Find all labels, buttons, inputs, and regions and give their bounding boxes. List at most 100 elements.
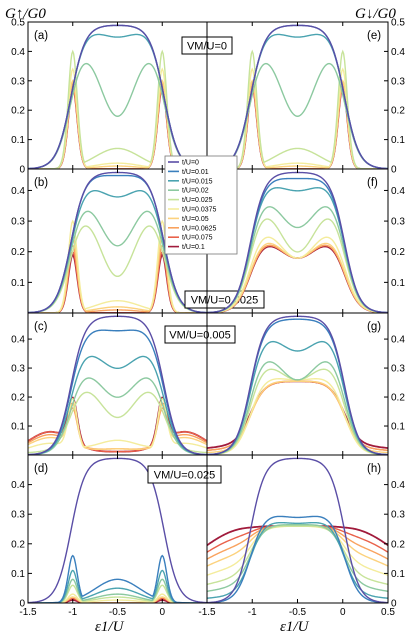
y-tick-label: 0.2	[11, 106, 25, 117]
y-tick-label: 0.1	[11, 569, 25, 580]
panel-c: 0.1 0.2 0.3 0.4 (c) VM/U=0.005	[11, 312, 236, 456]
panel-g: 0.1 0.2 0.3 0.4 (g)	[206, 312, 405, 456]
x-tick-label: 0.5	[381, 607, 395, 618]
series-group	[28, 24, 207, 169]
x-tick-label: 0	[159, 607, 165, 618]
panel-label: (c)	[34, 321, 48, 333]
panel-b: 0.1 0.2 0.3 0.4 (b) VM/U=0.0025	[11, 168, 265, 314]
y-tick-label: 0.3	[391, 510, 405, 521]
y-tick-label: 0	[391, 599, 397, 610]
series-line	[207, 525, 388, 576]
panel-a: 00.10.20.30.40.5(a)VM/U=0	[11, 18, 233, 176]
y-tick-label: 0.2	[391, 393, 405, 404]
legend-entry: t/U=0.015	[182, 178, 213, 185]
legend-entry: t/U=0.025	[182, 197, 213, 204]
panel-label: (f)	[367, 177, 378, 189]
x-tick-label: -0.5	[109, 607, 127, 618]
vm-label: VM/U=0.005	[169, 330, 230, 342]
y-tick-label: 0.5	[391, 18, 405, 29]
vm-box	[147, 465, 222, 484]
x-tick-label: -1	[68, 607, 77, 618]
y-tick-label: 0.4	[11, 480, 25, 491]
series-line	[207, 340, 388, 455]
y-tick-label: 0.1	[391, 135, 405, 146]
legend-entry: t/U=0.05	[182, 216, 209, 223]
series-line	[28, 329, 207, 455]
series-line	[28, 225, 207, 313]
series-line	[28, 554, 207, 603]
x-tick-label: -0.5	[289, 607, 307, 618]
y-tick-label: 0.1	[391, 278, 405, 289]
y-tick-label: 0.1	[11, 422, 25, 433]
panel-label: (e)	[367, 30, 381, 42]
vm-label: VM/U=0.0025	[191, 295, 259, 307]
series-line	[28, 24, 207, 169]
series-line	[207, 24, 388, 169]
series-line	[28, 49, 207, 169]
series-line	[207, 236, 388, 313]
series-line	[207, 525, 388, 547]
panel-d: 0 0.1 0.2 0.3 0.4 -1.5 -1 -0.5 0 (d) VM/U=0.025	[11, 454, 222, 618]
y-tick-label: 0.1	[11, 278, 25, 289]
y-tick-label: 0.4	[11, 186, 25, 197]
series-line	[28, 24, 207, 169]
series-group	[207, 24, 388, 169]
legend-entry: t/U=0.1	[182, 244, 205, 251]
legend-entry: t/U=0.0625	[182, 225, 217, 232]
series-line	[28, 355, 207, 455]
series-line	[207, 62, 388, 169]
y-tick-label: 0	[19, 599, 25, 610]
y-tick-label: 0.4	[391, 480, 405, 491]
panels-group: 00.10.20.30.40.5(a)VM/U=000.10.20.30.40.…	[11, 18, 405, 619]
y-tick-label: 0.3	[11, 76, 25, 87]
x-tick-label: -1.5	[19, 607, 37, 618]
y-tick-label: 0	[391, 165, 397, 176]
xlabel-right: ε1/U	[280, 619, 310, 635]
series-line	[28, 377, 207, 455]
series-line	[207, 49, 388, 169]
x-tick-label: -1.5	[198, 607, 216, 618]
series-line	[207, 525, 388, 586]
y-tick-label: 0.1	[391, 569, 405, 580]
panel-e: 0 0.1 0.2 0.3 0.4 0.5 (e)	[206, 18, 405, 176]
y-tick-label: 0.4	[391, 47, 405, 58]
y-tick-label: 0.2	[11, 539, 25, 550]
y-tick-label: 0.2	[11, 247, 25, 258]
y-tick-label: 0.1	[11, 135, 25, 146]
series-line	[28, 397, 207, 449]
y-tick-label: 0.3	[11, 510, 25, 521]
legend-entry: t/U=0.075	[182, 235, 213, 242]
y-tick-label: 0.3	[11, 217, 25, 228]
series-line	[207, 361, 388, 455]
panel-frame	[206, 21, 389, 170]
y-tick-label: 0.3	[391, 76, 405, 87]
legend-entry: t/U=0.01	[182, 169, 209, 176]
legend-entry: t/U=0	[182, 160, 199, 167]
x-tick-label: 0	[340, 607, 346, 618]
series-line	[28, 250, 207, 313]
ylabel-left: G↑/G0	[5, 6, 46, 22]
panel-label: (b)	[34, 177, 48, 189]
series-line	[207, 515, 388, 603]
panel-label: (a)	[34, 30, 48, 42]
series-line	[207, 524, 388, 592]
vm-label: VM/U=0.025	[154, 470, 215, 482]
series-line	[28, 253, 207, 313]
panel-f: 0.1 0.2 0.3 0.4 (f)	[206, 168, 405, 314]
y-tick-label: 0.4	[391, 335, 405, 346]
y-tick-label: 0.4	[391, 186, 405, 197]
vm-box	[164, 325, 236, 344]
y-tick-label: 0.3	[11, 364, 25, 375]
vm-box	[184, 290, 265, 309]
x-tick-label: -1	[248, 607, 257, 618]
series-line	[207, 380, 388, 449]
y-tick-label: 0.3	[391, 364, 405, 375]
panel-h: 00.10.20.30.4-1.5 -1 -0.5 0 0.5(h)	[198, 454, 405, 618]
series-group	[207, 457, 388, 603]
panel-label: (g)	[367, 321, 381, 333]
series-group	[28, 171, 207, 313]
y-tick-label: 0.3	[391, 217, 405, 228]
y-tick-label: 0.4	[11, 335, 25, 346]
y-tick-label: 0.5	[11, 18, 25, 29]
